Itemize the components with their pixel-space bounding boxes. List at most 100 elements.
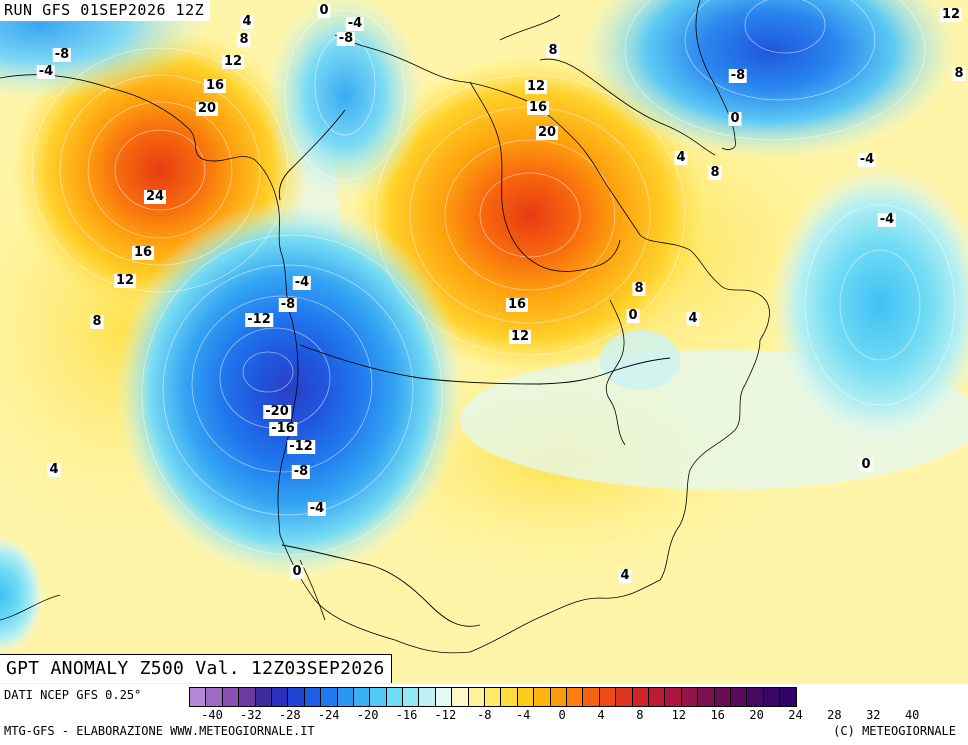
contour-label: 0 [317,3,331,18]
data-source: DATI NCEP GFS 0.25° [4,688,142,702]
contour-label: 16 [203,78,227,93]
contour-label: -4 [307,501,327,516]
scale-swatch [583,688,600,706]
run-label: RUN GFS 01SEP2026 12Z [0,0,211,21]
scale-swatch [780,688,797,706]
scale-tick-label: 8 [636,708,644,722]
anomaly-map: RUN GFS 01SEP2026 12Z 0 -4 4 -8 8 -8 -4 … [0,0,968,684]
scale-swatch [419,688,436,706]
scale-tick-label: 40 [904,708,920,722]
contour-label: 4 [686,311,700,326]
scale-swatch [730,688,748,706]
contour-label: 12 [524,79,548,94]
scale-tick-label: -8 [477,708,492,722]
contour-label: 8 [708,165,722,180]
contour-label: 20 [195,101,219,116]
footer: DATI NCEP GFS 0.25° -40 -32 -28 -24 -20 -16 -1… [0,684,968,745]
contour-label: -4 [36,64,56,79]
scale-swatch [288,688,305,706]
scale-swatch [747,688,764,706]
contour-label: 16 [526,100,550,115]
contour-label: 24 [143,189,167,204]
map-title: GPT ANOMALY Z500 Val. 12Z03SEP2026 [0,654,392,683]
color-scale [189,687,798,707]
scale-swatch [271,688,289,706]
scale-swatch [517,688,535,706]
contour-label: -16 [269,421,297,436]
contour-label: 12 [221,54,245,69]
contour-label: 16 [131,245,155,260]
contour-label: 4 [618,568,632,583]
contour-label: 12 [113,273,137,288]
borders [278,109,671,627]
scale-tick-label: 4 [597,708,605,722]
scale-swatch [632,688,649,706]
contour-label: -8 [278,297,298,312]
contour-label: 12 [508,329,532,344]
contour-label: -8 [336,31,356,46]
contour-label: -4 [857,152,877,167]
scale-swatch [370,688,387,706]
contour-label: 0 [728,111,742,126]
scale-swatch [566,688,584,706]
scale-swatch [485,688,502,706]
scale-swatch [534,688,551,706]
contour-label: 8 [632,281,646,296]
scale-swatch [337,688,354,706]
contour-label: -4 [345,16,365,31]
contour-label: -12 [245,312,273,327]
scale-swatch [321,688,338,706]
scale-swatch [468,688,486,706]
scale-tick-label: 20 [749,708,764,722]
scale-swatch [353,688,371,706]
scale-tick-label: -28 [278,708,301,722]
contour-label: 16 [505,297,529,312]
scale-swatch [714,688,731,706]
contour-label: -4 [292,275,312,290]
scale-swatch [435,688,453,706]
copyright: (C) METEOGIORNALE [833,724,956,738]
scale-swatch [190,688,207,706]
contour-label: 0 [290,564,304,579]
contour-label: 0 [626,308,640,323]
contour-label: 8 [90,314,104,329]
contour-label: -12 [287,439,315,454]
scale-swatch [648,688,666,706]
scale-tick-label: -24 [317,708,340,722]
scale-swatch [255,688,272,706]
scale-tick-label: 16 [710,708,725,722]
scale-tick-label: 0 [558,708,566,722]
scale-swatch [763,688,781,706]
scale-swatch [698,688,715,706]
contour-label: 20 [535,125,559,140]
contour-label: -4 [877,212,897,227]
scale-tick-label: 28 [827,708,842,722]
scale-tick-label: 24 [788,708,803,722]
map-field [0,0,968,655]
scale-tick-label: -32 [240,708,262,722]
credit-line: MTG-GFS - ELABORAZIONE WWW.METEOGIORNALE… [4,724,315,738]
contour-label: -8 [291,464,311,479]
scale-swatch [304,688,322,706]
scale-swatch [665,688,682,706]
scale-swatch [403,688,420,706]
scale-swatch [550,688,567,706]
scale-swatch [239,688,256,706]
scale-swatch [616,688,633,706]
scale-tick-label: -16 [395,708,418,722]
contour-label: -20 [263,404,291,419]
contour-label: 12 [939,7,963,22]
contour-label: -8 [52,47,72,62]
contour-label: 4 [240,14,254,29]
scale-tick-label: 12 [671,708,687,722]
scale-swatch [386,688,404,706]
scale-tick-label: -40 [201,708,223,722]
scale-tick-label: 32 [866,708,881,722]
contour-label: 4 [674,150,688,165]
scale-swatch [222,688,240,706]
contour-label: 8 [546,43,560,58]
scale-swatch [681,688,699,706]
scale-tick-label: -20 [356,708,379,722]
scale-tick-label: -12 [434,708,457,722]
coastlines [0,0,770,654]
